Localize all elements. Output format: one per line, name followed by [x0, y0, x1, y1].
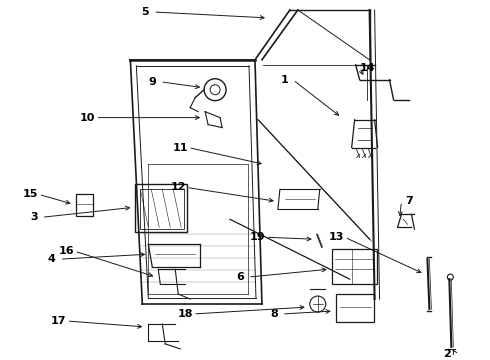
Text: 18: 18	[177, 309, 193, 319]
Bar	[332, 249, 377, 284]
Text: 14: 14	[360, 63, 375, 73]
Text: 10: 10	[80, 113, 95, 123]
Bar	[336, 294, 373, 322]
Text: 9: 9	[148, 77, 156, 87]
Text: 13: 13	[329, 232, 344, 242]
Text: 11: 11	[172, 143, 188, 153]
Bar	[135, 184, 187, 232]
Text: 1: 1	[281, 75, 289, 85]
Text: 2: 2	[443, 349, 451, 359]
Text: 15: 15	[23, 189, 38, 199]
Text: 16: 16	[59, 246, 74, 256]
Text: 7: 7	[406, 196, 414, 206]
Text: 6: 6	[236, 272, 244, 282]
Bar	[75, 194, 94, 216]
Text: 8: 8	[270, 309, 278, 319]
Text: 12: 12	[171, 183, 186, 192]
Bar	[140, 189, 184, 229]
Text: 3: 3	[30, 212, 38, 222]
Text: 17: 17	[51, 316, 66, 326]
Text: 5: 5	[142, 7, 149, 17]
Text: 4: 4	[48, 254, 55, 264]
Text: 19: 19	[250, 232, 266, 242]
